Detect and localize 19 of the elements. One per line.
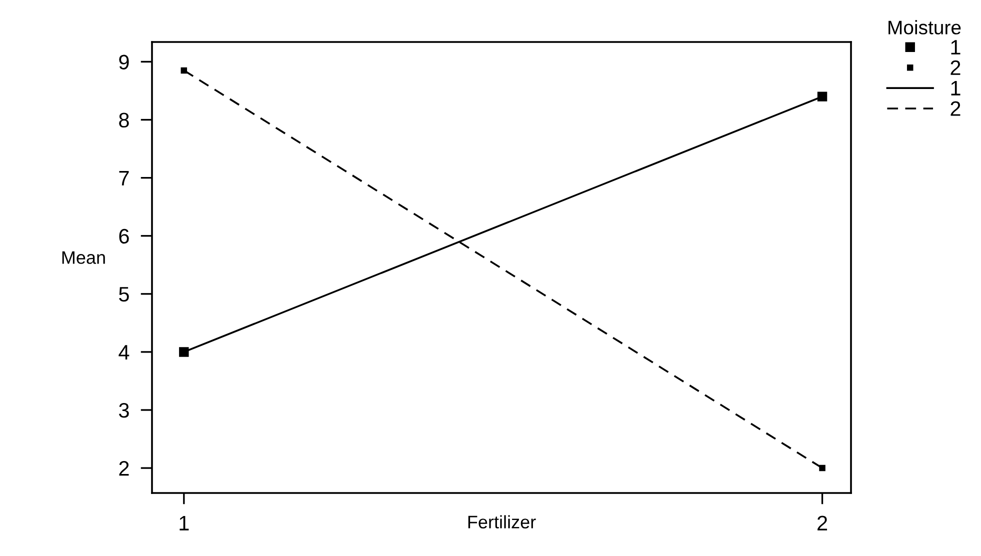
point — [817, 92, 828, 102]
y-tick-label: 8 — [119, 112, 129, 128]
text: 2 — [950, 101, 960, 116]
legend-title: Moisture — [888, 20, 961, 34]
y-tick-label: 4 — [118, 345, 130, 360]
y-tick-label: 5 — [119, 287, 129, 302]
point — [179, 347, 189, 357]
legend-label: 1 — [951, 81, 960, 96]
point — [819, 464, 826, 472]
y-tick-label: 6 — [119, 228, 129, 244]
point — [180, 67, 188, 74]
text: 1 — [951, 40, 960, 54]
y-tick-label: 7 — [119, 171, 129, 186]
x-axis-title: Fertilizer — [468, 515, 536, 528]
y-tick-label: 3 — [118, 403, 129, 418]
y-tick-label: 9 — [119, 54, 129, 70]
y-tick-label: 2 — [119, 461, 129, 476]
y-axis-title: Mean — [62, 251, 105, 264]
legend-label: 2 — [950, 60, 960, 75]
